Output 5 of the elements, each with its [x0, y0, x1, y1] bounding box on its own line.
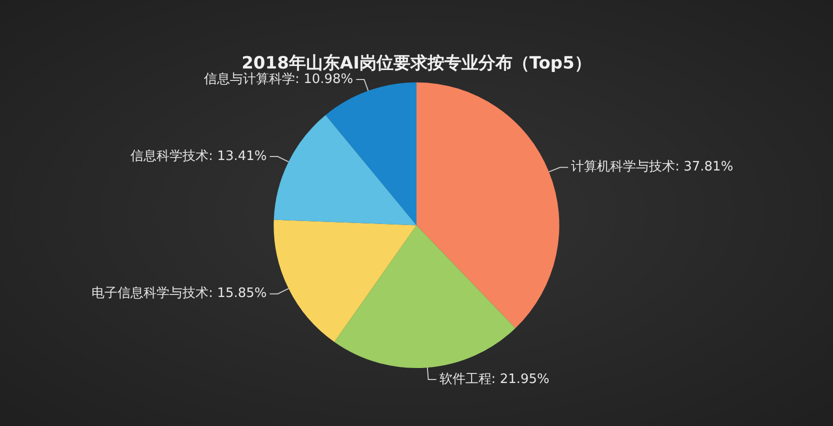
slice-label: 软件工程: 21.95%: [439, 372, 550, 387]
slice-label: 电子信息科学与技术: 15.85%: [92, 286, 267, 302]
slice-label: 信息与计算科学: 10.98%: [204, 72, 354, 87]
slice-label: 计算机科学与技术: 37.81%: [571, 160, 734, 175]
slice-label: 信息科学技术: 13.41%: [130, 148, 267, 164]
